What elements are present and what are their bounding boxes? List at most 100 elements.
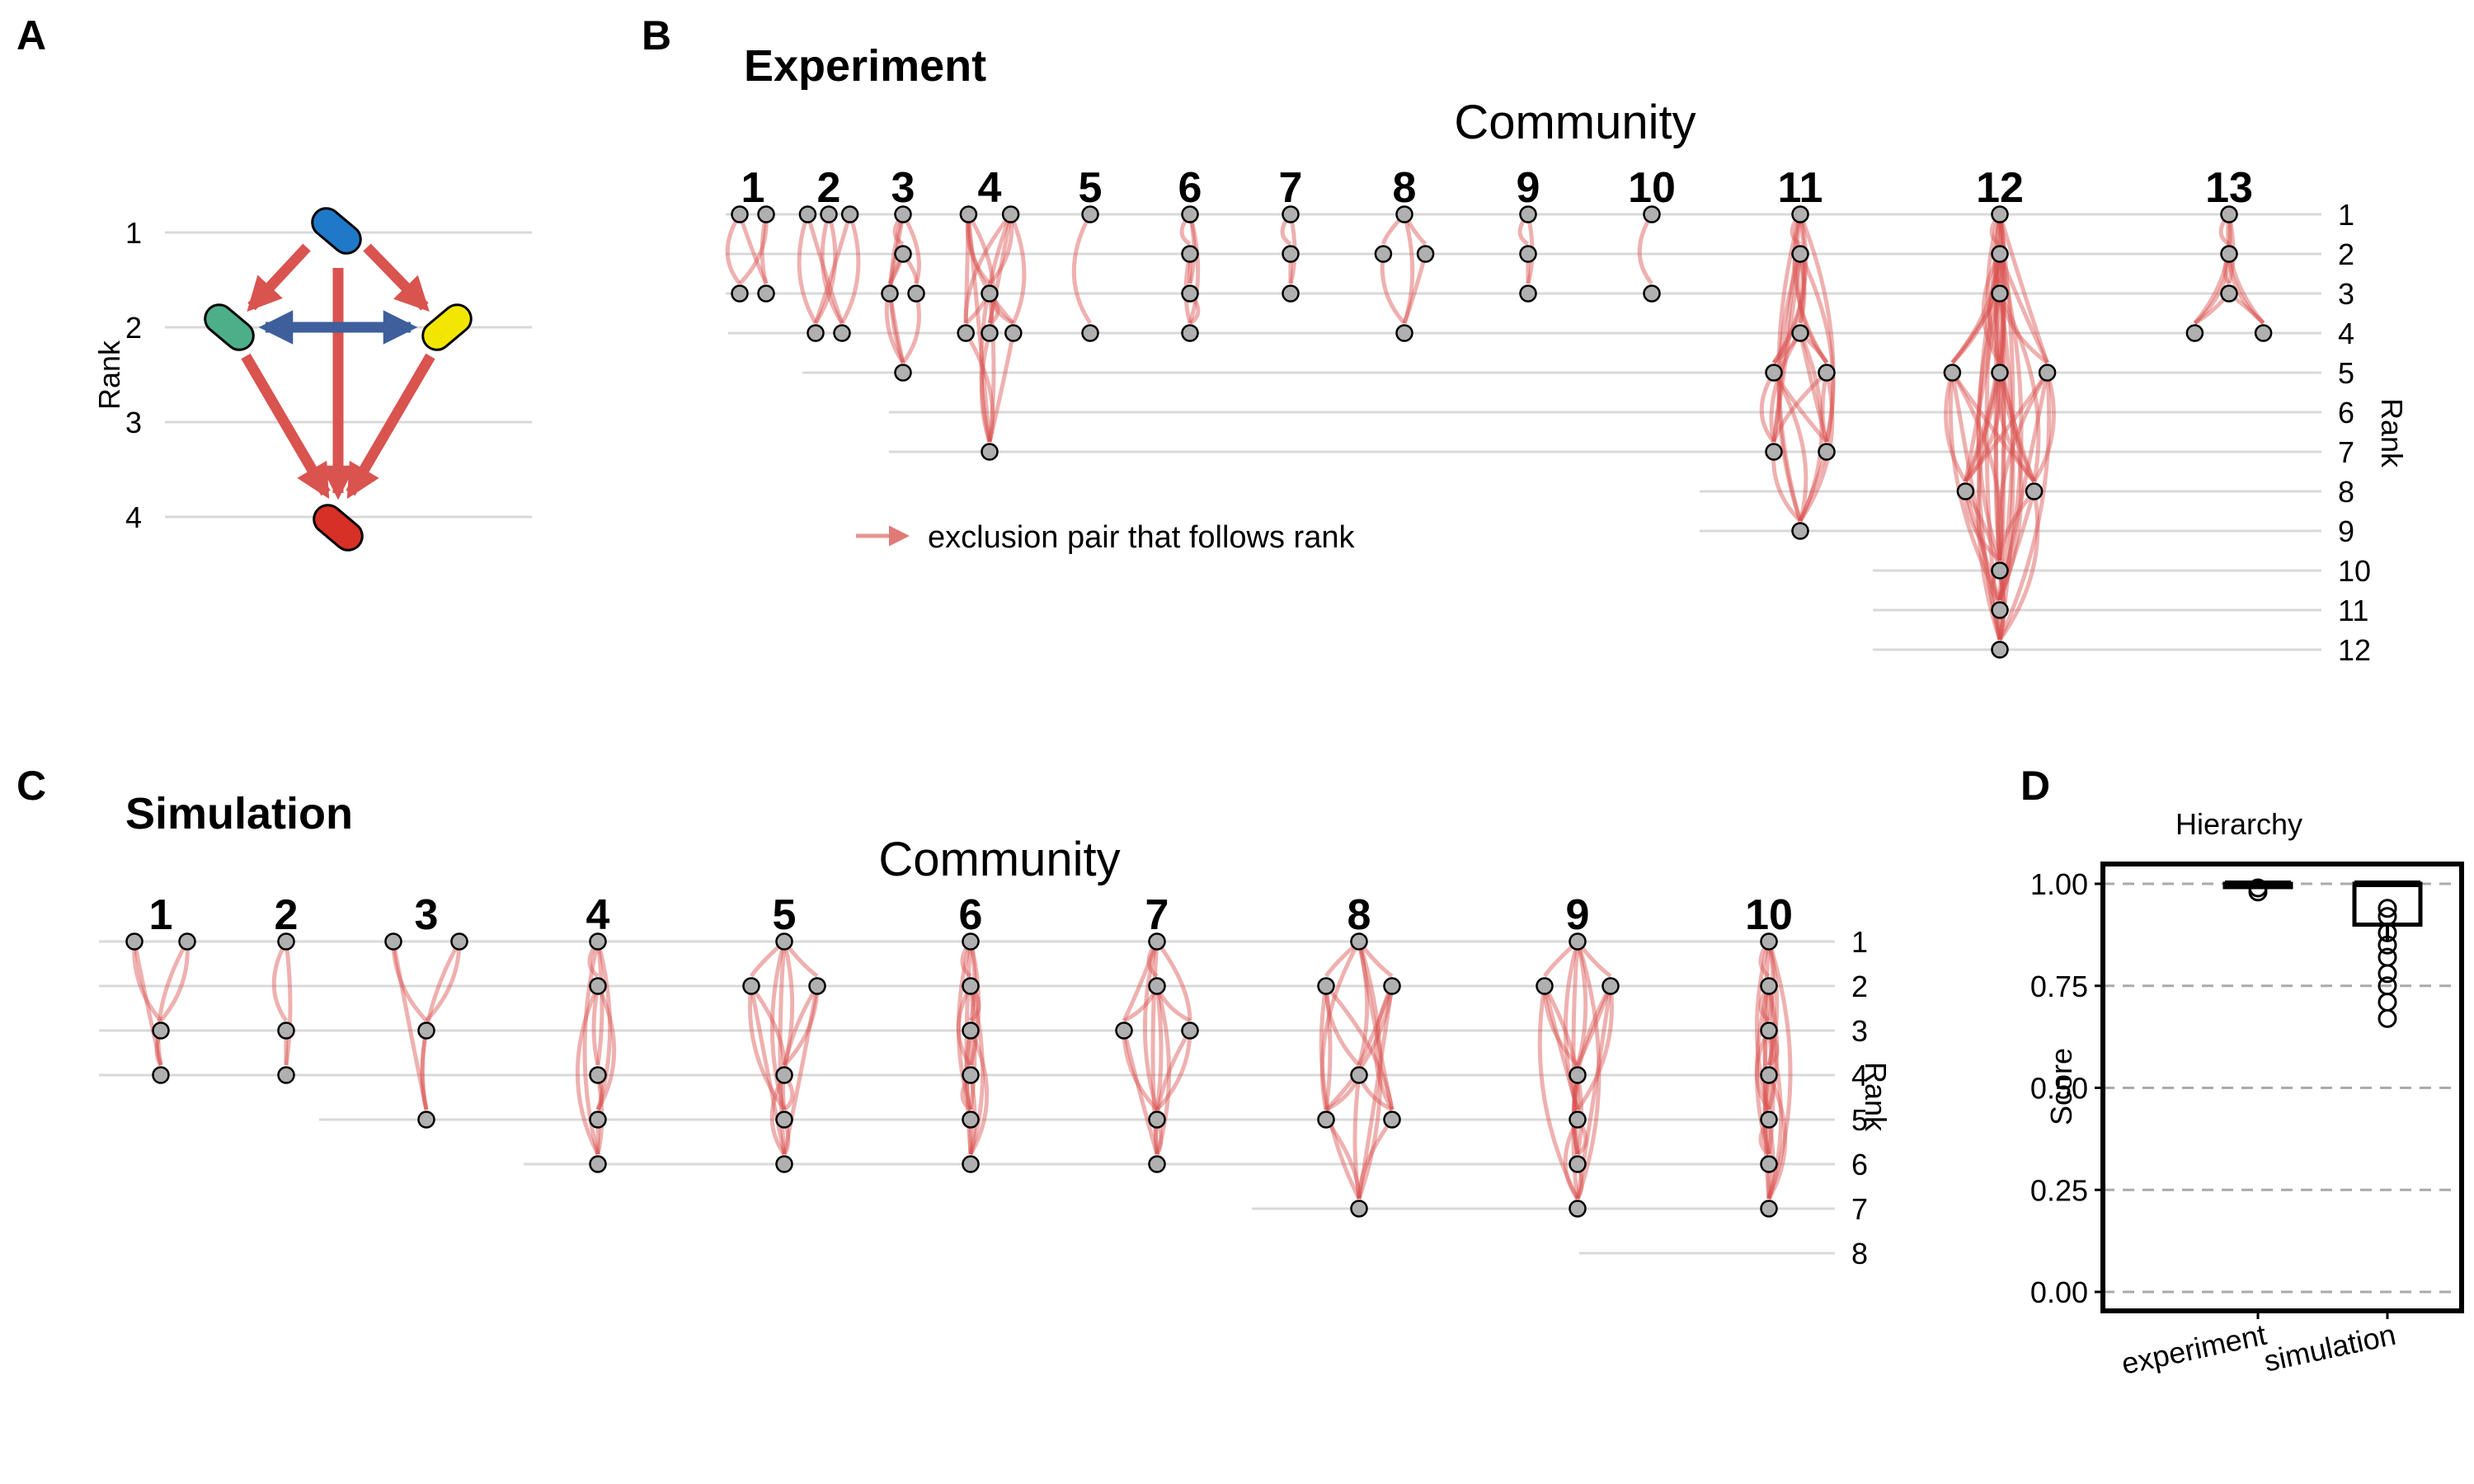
community-label: 3 [891,164,915,212]
exclusion-edge [1798,332,1829,443]
community-label: 11 [1778,164,1823,212]
exclusion-edge [963,213,1013,324]
species-node [1148,977,1166,995]
community-label: 8 [1393,164,1417,212]
exclusion-edge [1950,371,2036,483]
exclusion-edge [1542,985,1580,1111]
y-tick-label: 1.00 [2030,867,2088,901]
exclusion-edge [425,941,462,1022]
species-node [1001,205,1020,223]
exclusion-edge [987,332,1016,443]
exclusion-edge [391,941,428,1022]
community-nodes [1536,932,1620,1218]
box-experiment: experiment [2119,878,2293,1381]
species-node [1383,977,1401,995]
species-node [1317,977,1335,995]
species-node [1991,641,2009,659]
exclusion-edge [1357,941,1383,1200]
species-node [2254,324,2273,342]
species-node [277,1066,295,1084]
exclusion-edge [1997,253,2024,601]
exclusion-edge [1976,253,2002,641]
x-tick-label: simulation [2261,1317,2399,1378]
rank-tick-label: 11 [2338,594,2368,627]
species-node [981,443,999,461]
species-node [962,1021,980,1040]
exclusion-edge [884,252,905,364]
exclusion-edge [1950,371,2004,561]
community-label: 2 [275,891,299,939]
edge-2-3 [346,353,435,500]
exclusion-edge [1575,941,1602,1200]
outlier [2378,907,2397,927]
exclusion-edge [1324,985,1361,1067]
species-node [1004,324,1023,342]
y-tick-label: 0.25 [2030,1173,2088,1207]
community-label: 3 [415,891,439,939]
community-edges [1071,213,1093,325]
exclusion-edge [964,331,995,443]
community-4: 4 [957,164,1027,461]
species-node [1760,1200,1778,1218]
community-nodes [957,205,1023,461]
exclusion-edge [956,941,973,1111]
community-nodes [731,205,775,303]
community-3: 3 [881,164,925,382]
exclusion-edge [1820,372,1829,443]
exclusion-edge [1985,214,2002,364]
species-node [1791,205,1809,223]
exclusion-edge [595,941,613,1111]
species-node [1791,245,1809,263]
exclusion-edge [1776,253,1803,522]
exclusion-edge [1771,253,1803,443]
rank-tick-label: 3 [2338,277,2354,311]
community-label: 10 [1745,891,1793,939]
community-nodes [1374,205,1435,342]
exclusion-edge [1537,985,1580,1200]
exclusion-edge [132,941,162,1022]
community-label: 13 [2205,164,2253,212]
exclusion-edge [1188,214,1201,324]
exclusion-edge [1575,985,1613,1200]
species-node [962,932,980,951]
exclusion-edge [1771,214,1808,364]
community-edges [1380,213,1428,325]
exclusion-edge [595,941,604,1066]
community-9: 9 [1536,891,1620,1218]
community-nodes [881,205,925,382]
panel-b-legend: exclusion pair that follows rank [856,520,1355,555]
exclusion-edge [749,984,787,1066]
species-node [962,1155,980,1173]
exclusion-edge [1754,1029,1771,1111]
exclusion-edge [1944,372,1968,483]
exclusion-edge [420,1030,429,1111]
panel-c-community-title: Community [878,833,1120,886]
species-node [1350,1200,1368,1218]
exclusion-edge [797,214,818,325]
community-nodes [1317,932,1401,1218]
community-nodes [589,932,607,1173]
community-6: 6 [1178,164,1202,342]
species-node [1569,1111,1587,1129]
species-node [1536,977,1554,995]
species-node [1282,205,1300,223]
exclusion-edge [840,214,861,325]
panel-c: C Simulation Community 1 2 3 4 5 6 7 8 Rank 1 2 3… [16,763,1893,1270]
exclusion-edge [1357,985,1395,1067]
panel-b-community-title: Community [1454,96,1696,149]
outlier [2378,899,2397,918]
exclusion-edge [956,984,973,1067]
community-7: 7 [1279,164,1302,303]
exclusion-edge [1380,253,1406,325]
exclusion-edge [1759,371,1776,444]
species-node [178,932,196,951]
exclusion-edge [1771,371,1828,443]
species-node [1374,245,1393,263]
species-node [731,205,749,223]
legend-text: exclusion pair that follows rank [928,520,1355,555]
exclusion-edge [749,985,787,1155]
exclusion-edge [1997,490,2036,561]
community-edges [797,214,861,325]
rank-tick-label: 2 [2338,237,2354,271]
